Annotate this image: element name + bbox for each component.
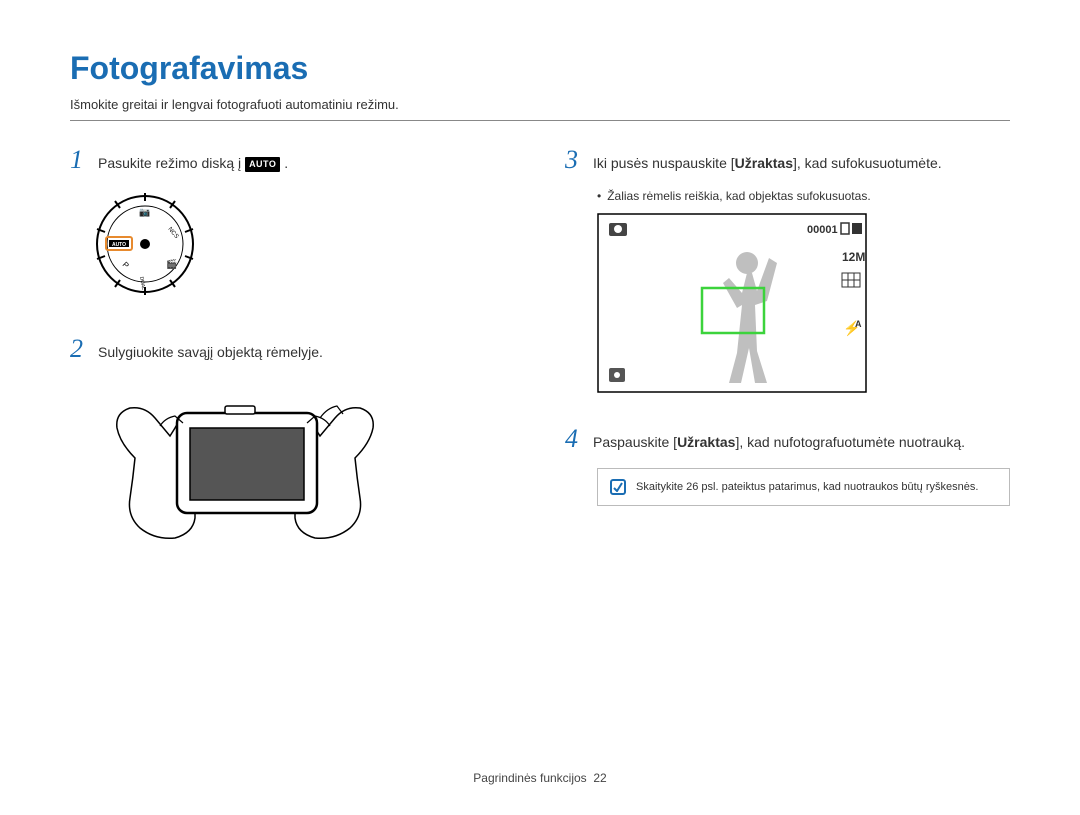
tip-icon <box>610 479 626 495</box>
step-4: 4 Paspauskite [Užraktas], kad nufotograf… <box>565 424 1010 454</box>
svg-text:📷: 📷 <box>139 207 150 217</box>
step-number: 4 <box>565 424 593 454</box>
page-title: Fotografavimas <box>70 50 1010 87</box>
step-2: 2 Sulygiuokite savąjį objektą rėmelyje. <box>70 334 515 364</box>
svg-text:AUTO: AUTO <box>112 242 126 248</box>
svg-text:12M: 12M <box>842 250 865 264</box>
page-footer: Pagrindinės funkcijos 22 <box>0 771 1080 785</box>
svg-text:NCS: NCS <box>166 226 179 240</box>
step-number: 3 <box>565 145 593 175</box>
page-subtitle: Išmokite greitai ir lengvai fotografuoti… <box>70 97 1010 112</box>
svg-text:P: P <box>121 260 131 270</box>
auto-mode-badge: AUTO <box>245 157 280 172</box>
step-text: Iki pusės nuspauskite [Užraktas], kad su… <box>593 154 942 174</box>
step-1: 1 Pasukite režimo diską į AUTO . <box>70 145 515 175</box>
tip-box: Skaitykite 26 psl. pateiktus patarimus, … <box>597 468 1010 506</box>
frame-counter: 00001 <box>807 224 838 236</box>
divider <box>70 120 1010 121</box>
step-number: 2 <box>70 334 98 364</box>
svg-text:DUAL: DUAL <box>138 276 146 290</box>
step-text: Paspauskite [Užraktas], kad nufotografuo… <box>593 433 965 453</box>
step-text: Sulygiuokite savąjį objektą rėmelyje. <box>98 343 323 363</box>
mode-dial-illustration: AUTO P NCS DUAL 📷 🎬 <box>90 189 515 304</box>
hands-camera-illustration <box>105 378 515 558</box>
tip-text: Skaitykite 26 psl. pateiktus patarimus, … <box>636 481 978 493</box>
camera-screen-illustration: 00001 12M ⚡ A <box>597 213 1010 398</box>
step-number: 1 <box>70 145 98 175</box>
step-3-bullet: Žalias rėmelis reiškia, kad objektas suf… <box>597 189 1010 203</box>
step-text: Pasukite režimo diską į AUTO . <box>98 154 288 174</box>
svg-text:🎬: 🎬 <box>166 258 177 269</box>
svg-text:A: A <box>855 319 862 329</box>
step-3: 3 Iki pusės nuspauskite [Užraktas], kad … <box>565 145 1010 175</box>
